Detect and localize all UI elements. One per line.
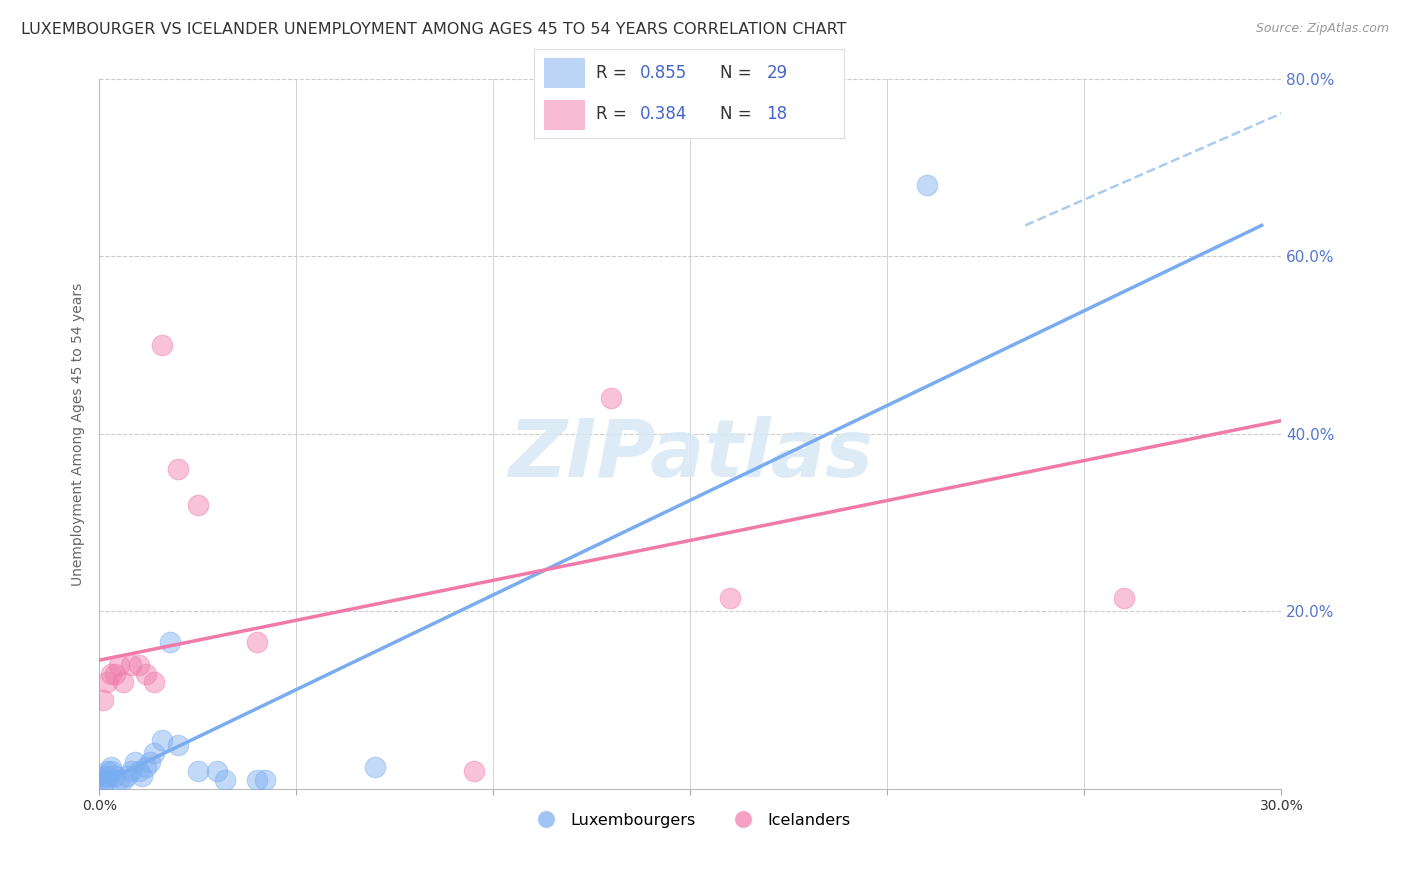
Text: R =: R = [596, 105, 633, 123]
Point [143, 747, 166, 761]
Point [187, 764, 209, 778]
Point [207, 764, 229, 778]
Text: 29: 29 [766, 64, 787, 82]
Point [167, 738, 190, 752]
FancyBboxPatch shape [544, 58, 583, 87]
Text: R =: R = [596, 64, 633, 82]
Y-axis label: Unemployment Among Ages 45 to 54 years: Unemployment Among Ages 45 to 54 years [72, 282, 86, 585]
Point [115, 768, 138, 782]
Text: 0.384: 0.384 [640, 105, 686, 123]
Point [120, 764, 142, 778]
Point [135, 760, 157, 774]
Point [139, 756, 162, 770]
Point [187, 498, 209, 512]
Point [600, 392, 623, 406]
Point [246, 772, 269, 787]
Point [463, 764, 485, 778]
Point [100, 764, 122, 778]
Point [96, 772, 118, 787]
Point [96, 768, 118, 782]
Point [364, 760, 387, 774]
FancyBboxPatch shape [544, 100, 583, 129]
Text: 0.855: 0.855 [640, 64, 686, 82]
Point [108, 657, 131, 672]
Point [96, 764, 118, 778]
Point [159, 635, 181, 649]
Point [128, 764, 150, 778]
Point [253, 772, 276, 787]
Point [131, 768, 153, 782]
Point [100, 666, 122, 681]
Point [104, 768, 127, 782]
Point [91, 768, 114, 782]
Point [915, 178, 938, 193]
Point [120, 657, 142, 672]
Point [246, 635, 269, 649]
Point [104, 666, 127, 681]
Point [91, 772, 114, 787]
Point [111, 772, 134, 787]
Text: N =: N = [720, 64, 756, 82]
Point [111, 675, 134, 690]
Text: N =: N = [720, 105, 756, 123]
Point [214, 772, 236, 787]
Point [150, 733, 173, 747]
Point [150, 338, 173, 352]
Point [1112, 591, 1135, 606]
Point [91, 777, 114, 791]
Point [124, 756, 146, 770]
Point [100, 760, 122, 774]
Point [135, 666, 157, 681]
Point [108, 772, 131, 787]
Text: LUXEMBOURGER VS ICELANDER UNEMPLOYMENT AMONG AGES 45 TO 54 YEARS CORRELATION CHA: LUXEMBOURGER VS ICELANDER UNEMPLOYMENT A… [21, 22, 846, 37]
Text: 18: 18 [766, 105, 787, 123]
Text: ZIPatlas: ZIPatlas [508, 417, 873, 494]
Text: Source: ZipAtlas.com: Source: ZipAtlas.com [1256, 22, 1389, 36]
Point [718, 591, 741, 606]
Point [167, 462, 190, 476]
Point [91, 693, 114, 707]
Legend: Luxembourgers, Icelanders: Luxembourgers, Icelanders [524, 806, 856, 834]
Point [128, 657, 150, 672]
Point [96, 675, 118, 690]
Point [143, 675, 166, 690]
